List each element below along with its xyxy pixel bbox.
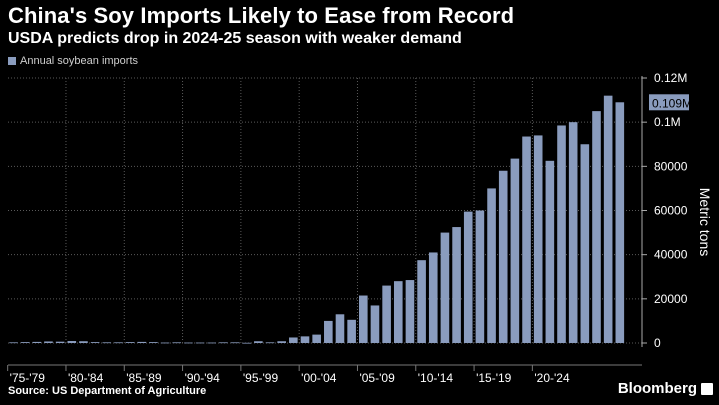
bar <box>265 342 275 344</box>
bar <box>149 342 158 343</box>
bar <box>114 342 123 344</box>
bar <box>545 160 555 343</box>
y-tick-label: 40000 <box>654 248 688 262</box>
bar <box>428 252 438 343</box>
bar <box>55 341 65 343</box>
bar <box>90 342 100 343</box>
chart-subtitle: USDA predicts drop in 2024-25 season wit… <box>8 30 462 47</box>
x-tick-label: '90-'94 <box>185 371 221 385</box>
bar <box>510 158 520 343</box>
bar <box>207 342 217 344</box>
last-value-callout <box>649 94 689 111</box>
x-tick-label: '15-'19 <box>476 371 512 385</box>
bar <box>137 341 147 343</box>
bar <box>498 170 508 343</box>
bar <box>184 342 193 344</box>
bar <box>440 232 450 343</box>
bar <box>219 342 228 344</box>
bar <box>277 341 286 343</box>
brand-name: Bloomberg <box>617 380 697 397</box>
y-tick-label: 80000 <box>654 159 688 173</box>
bar <box>463 211 473 343</box>
x-tick-label: '05-'09 <box>359 371 395 385</box>
brand-logo: Bloomberg <box>618 380 713 397</box>
bar <box>475 210 485 343</box>
bar <box>44 341 53 343</box>
bar <box>242 342 251 344</box>
x-tick-label: '95-'99 <box>243 371 279 385</box>
bar <box>487 188 496 343</box>
bar <box>522 136 531 343</box>
bar <box>79 341 88 343</box>
bar <box>417 260 426 343</box>
bar <box>393 281 403 343</box>
bar <box>254 341 263 343</box>
bar <box>172 342 182 344</box>
chart-title: China's Soy Imports Likely to Ease from … <box>8 3 515 28</box>
bar <box>9 342 18 344</box>
y-tick-label: 60000 <box>654 204 688 218</box>
y-tick-label: 0.1M <box>654 115 681 129</box>
source-note: Source: US Department of Agriculture <box>8 385 207 397</box>
bar <box>20 342 30 343</box>
bar <box>557 125 566 344</box>
bar <box>125 342 135 343</box>
bar <box>580 144 590 343</box>
bar <box>592 111 601 343</box>
legend-label: Annual soybean imports <box>20 55 139 67</box>
bar <box>335 314 345 343</box>
x-tick-label: '10-'14 <box>418 371 454 385</box>
bar <box>603 95 613 344</box>
bar <box>102 342 112 344</box>
chart-legend: Annual soybean imports <box>8 55 138 67</box>
bar <box>32 341 42 343</box>
bar <box>533 135 543 343</box>
bar <box>160 342 170 344</box>
x-tick-label: '00-'04 <box>301 371 337 385</box>
y-tick-label: 20000 <box>654 292 688 306</box>
bar <box>230 342 240 344</box>
x-tick-label: '75-'79 <box>10 371 46 385</box>
bar <box>370 305 380 343</box>
x-tick-label: '20-'24 <box>534 371 570 385</box>
legend-swatch <box>8 57 16 65</box>
bar <box>312 334 321 343</box>
bar <box>615 102 625 344</box>
bar <box>452 227 461 343</box>
y-tick-label: 0 <box>654 336 661 350</box>
bar <box>300 336 310 343</box>
bar <box>324 320 333 343</box>
bar <box>405 280 415 343</box>
bar <box>289 337 298 343</box>
x-tick-label: '80-'84 <box>68 371 104 385</box>
last-value-label: 0.109M <box>652 96 692 110</box>
bar <box>568 122 578 344</box>
bar <box>382 285 391 343</box>
y-tick-label: 0.12M <box>654 71 687 85</box>
bar <box>347 319 356 343</box>
bar <box>359 295 368 343</box>
y-axis-title: Metric tons <box>697 188 713 256</box>
bloomberg-logo-icon <box>701 382 713 395</box>
x-tick-label: '85-'89 <box>126 371 162 385</box>
bar <box>195 342 205 344</box>
bar <box>67 341 77 343</box>
